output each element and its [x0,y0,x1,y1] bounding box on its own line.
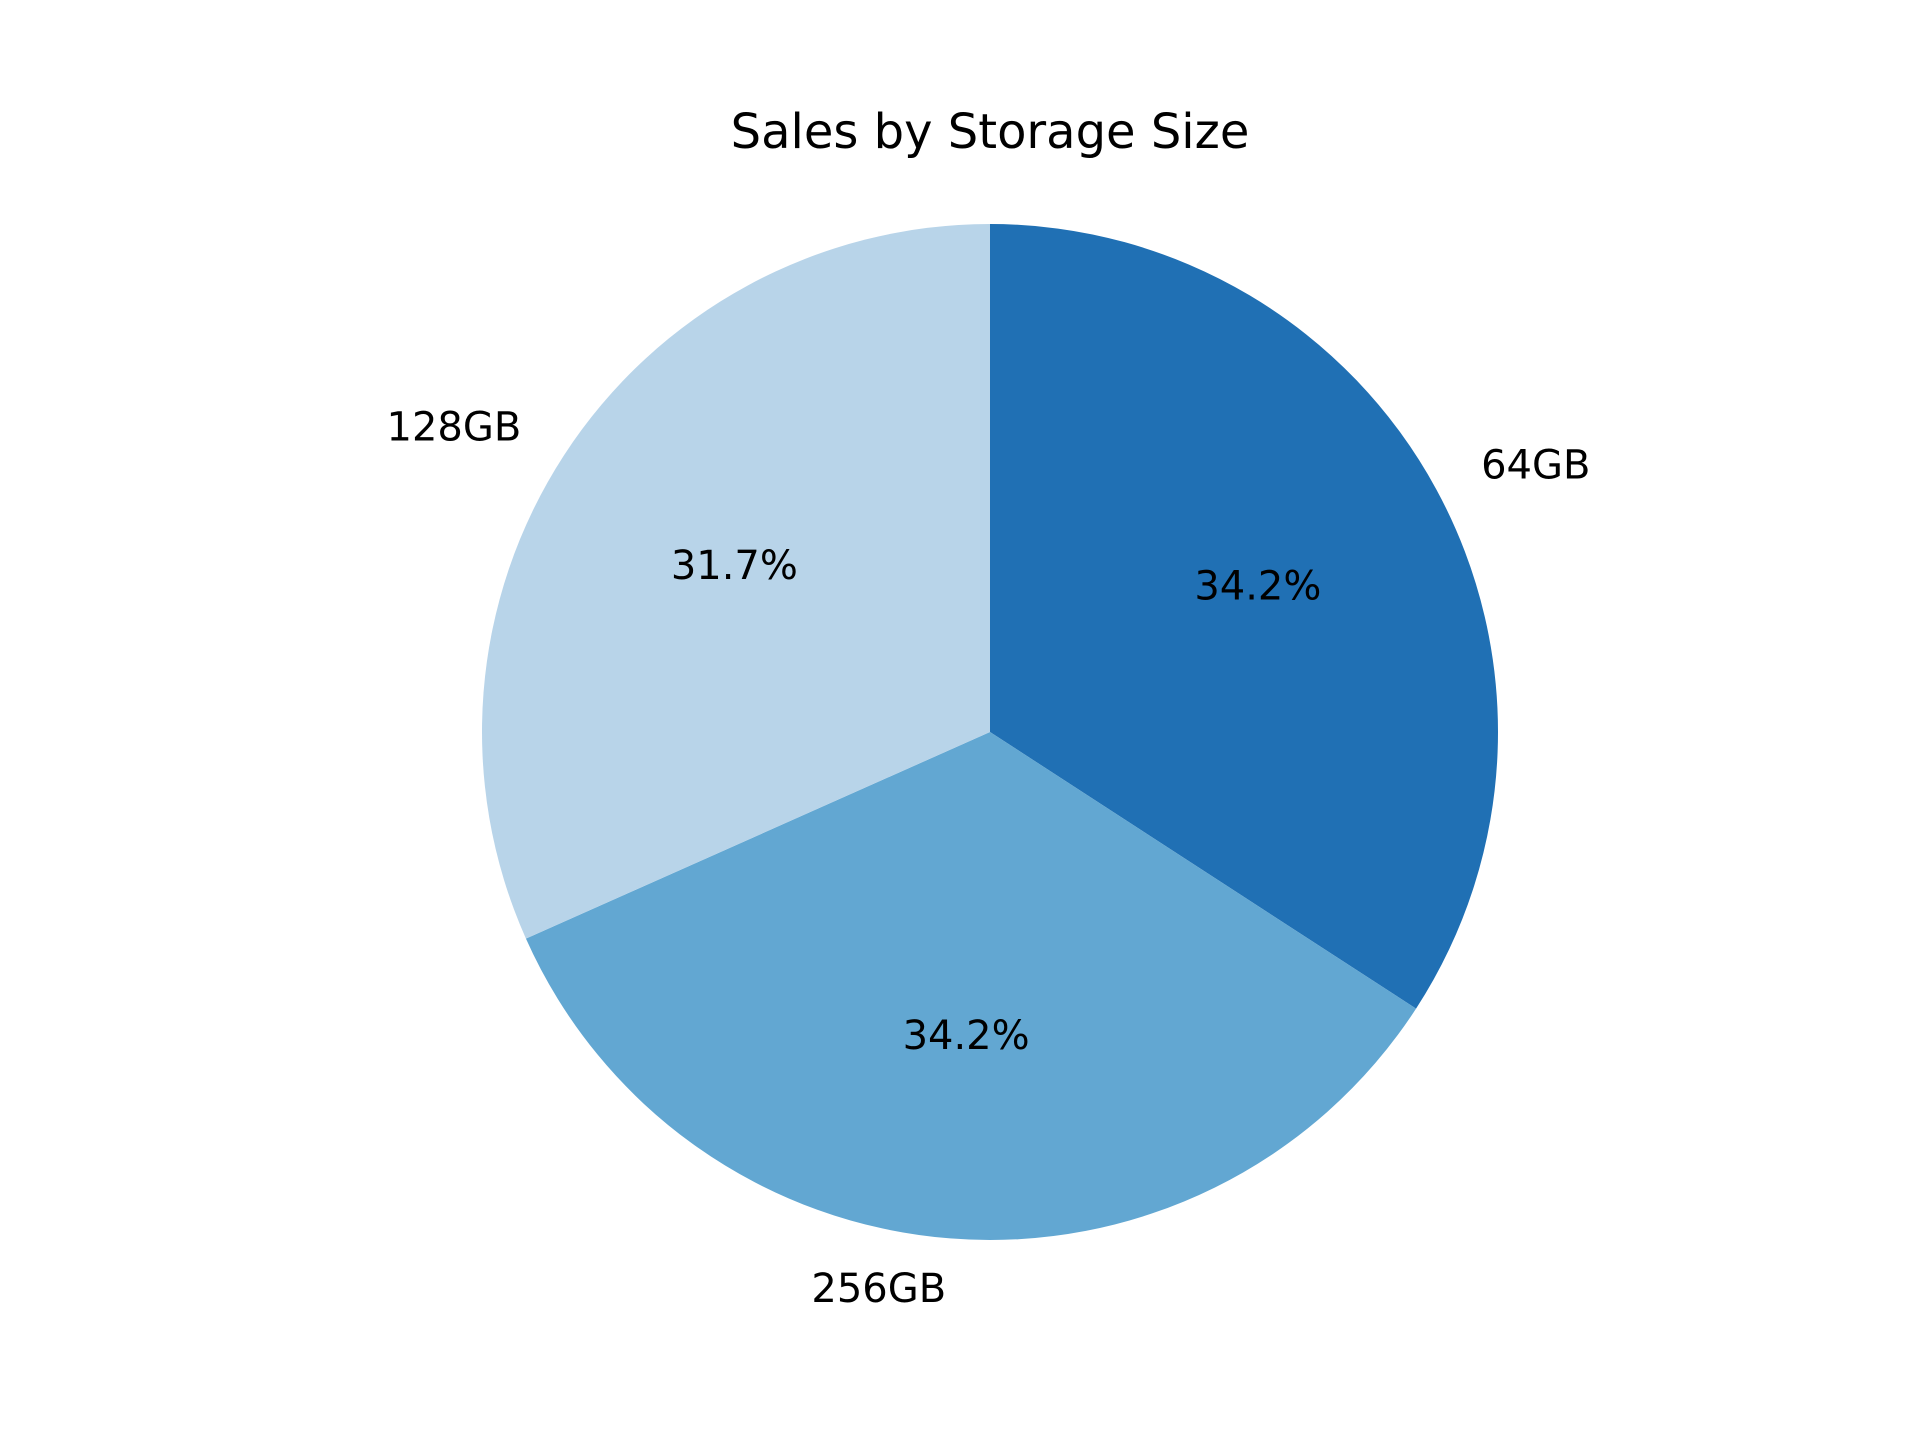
pie-slice-label: 64GB [1481,442,1590,488]
pie-slice-label: 128GB [387,405,522,451]
pie-labels: 34.2% 64GB 34.2% 256GB 31.7% 128GB [387,405,1591,1312]
pie-slice-label: 256GB [811,1266,946,1312]
pie-slices [482,224,1498,1240]
pie-pct-label: 34.2% [1194,564,1321,610]
pie-slice-64gb [990,224,1498,1009]
pie-pct-label: 31.7% [671,543,798,589]
pie-slice-256gb [525,732,1417,1240]
chart-title: Sales by Storage Size [731,104,1250,160]
pie-pct-label: 34.2% [903,1013,1030,1059]
pie-slice-128gb [482,224,990,939]
